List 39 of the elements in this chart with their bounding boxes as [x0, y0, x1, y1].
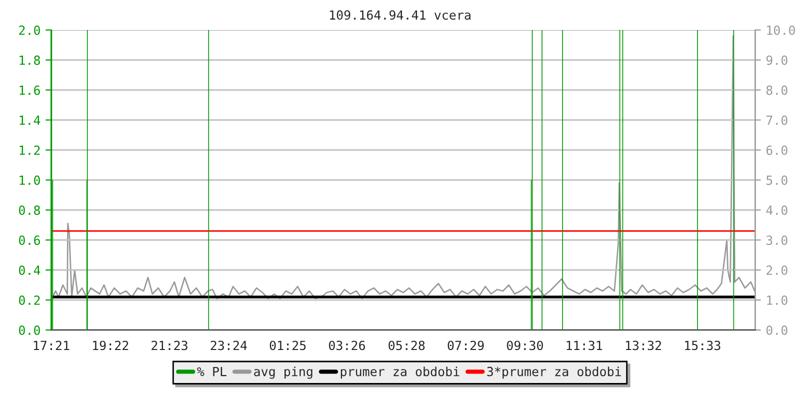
x-tick-label: 09:30: [506, 340, 543, 350]
y2-tick-label: 10.0: [767, 26, 795, 35]
y2-tick-label: 7.0: [766, 116, 788, 125]
legend-label: prumer za obdobi: [340, 366, 460, 379]
y-tick-label: 0.2: [19, 296, 40, 305]
y2-tick-label: 6.0: [766, 146, 788, 155]
y-tick-label: 1.4: [20, 116, 40, 125]
y2-tick-label: 3.0: [766, 236, 788, 245]
x-tick-label: 17:21: [34, 340, 70, 350]
x-tick-label: 03:26: [328, 340, 365, 350]
y2-tick-label: 2.0: [766, 266, 788, 275]
x-tick-label: 11:31: [566, 340, 602, 350]
y2-tick-label: 1.0: [767, 296, 788, 305]
y2-tick-label: 0.0: [766, 326, 788, 335]
x-tick-label: 01:25: [270, 340, 306, 350]
legend-label: 3*prumer za obdobi: [487, 366, 621, 379]
x-tick-label: 05:28: [388, 340, 425, 350]
y-tick-label: 2.0: [19, 26, 40, 35]
x-tick-label: 07:29: [448, 340, 484, 350]
legend-label: % PL: [197, 366, 226, 376]
x-tick-label: 15:33: [685, 340, 720, 350]
y-tick-label: 0.0: [19, 326, 40, 335]
chart-title: 109.164.94.41 vcera: [330, 10, 470, 20]
x-tick-label: 21:23: [152, 340, 188, 350]
x-tick-label: 19:22: [93, 340, 128, 350]
y-tick-label: 0.8: [19, 206, 40, 215]
y-tick-label: 1.6: [20, 86, 40, 95]
y-tick-label: 1.8: [20, 56, 40, 65]
y-tick-label: 1.0: [20, 176, 40, 185]
y2-tick-label: 5.0: [766, 176, 788, 185]
legend-label: avg ping: [254, 366, 312, 379]
y-tick-label: 1.2: [20, 146, 40, 155]
x-tick-label: 23:24: [210, 340, 247, 350]
y2-tick-label: 4.0: [766, 206, 788, 215]
y-tick-label: 0.6: [19, 236, 40, 245]
y-tick-label: 0.4: [19, 266, 40, 275]
y2-tick-label: 8.0: [766, 86, 788, 95]
x-tick-label: 13:32: [626, 340, 661, 350]
y2-tick-label: 9.0: [766, 56, 788, 65]
